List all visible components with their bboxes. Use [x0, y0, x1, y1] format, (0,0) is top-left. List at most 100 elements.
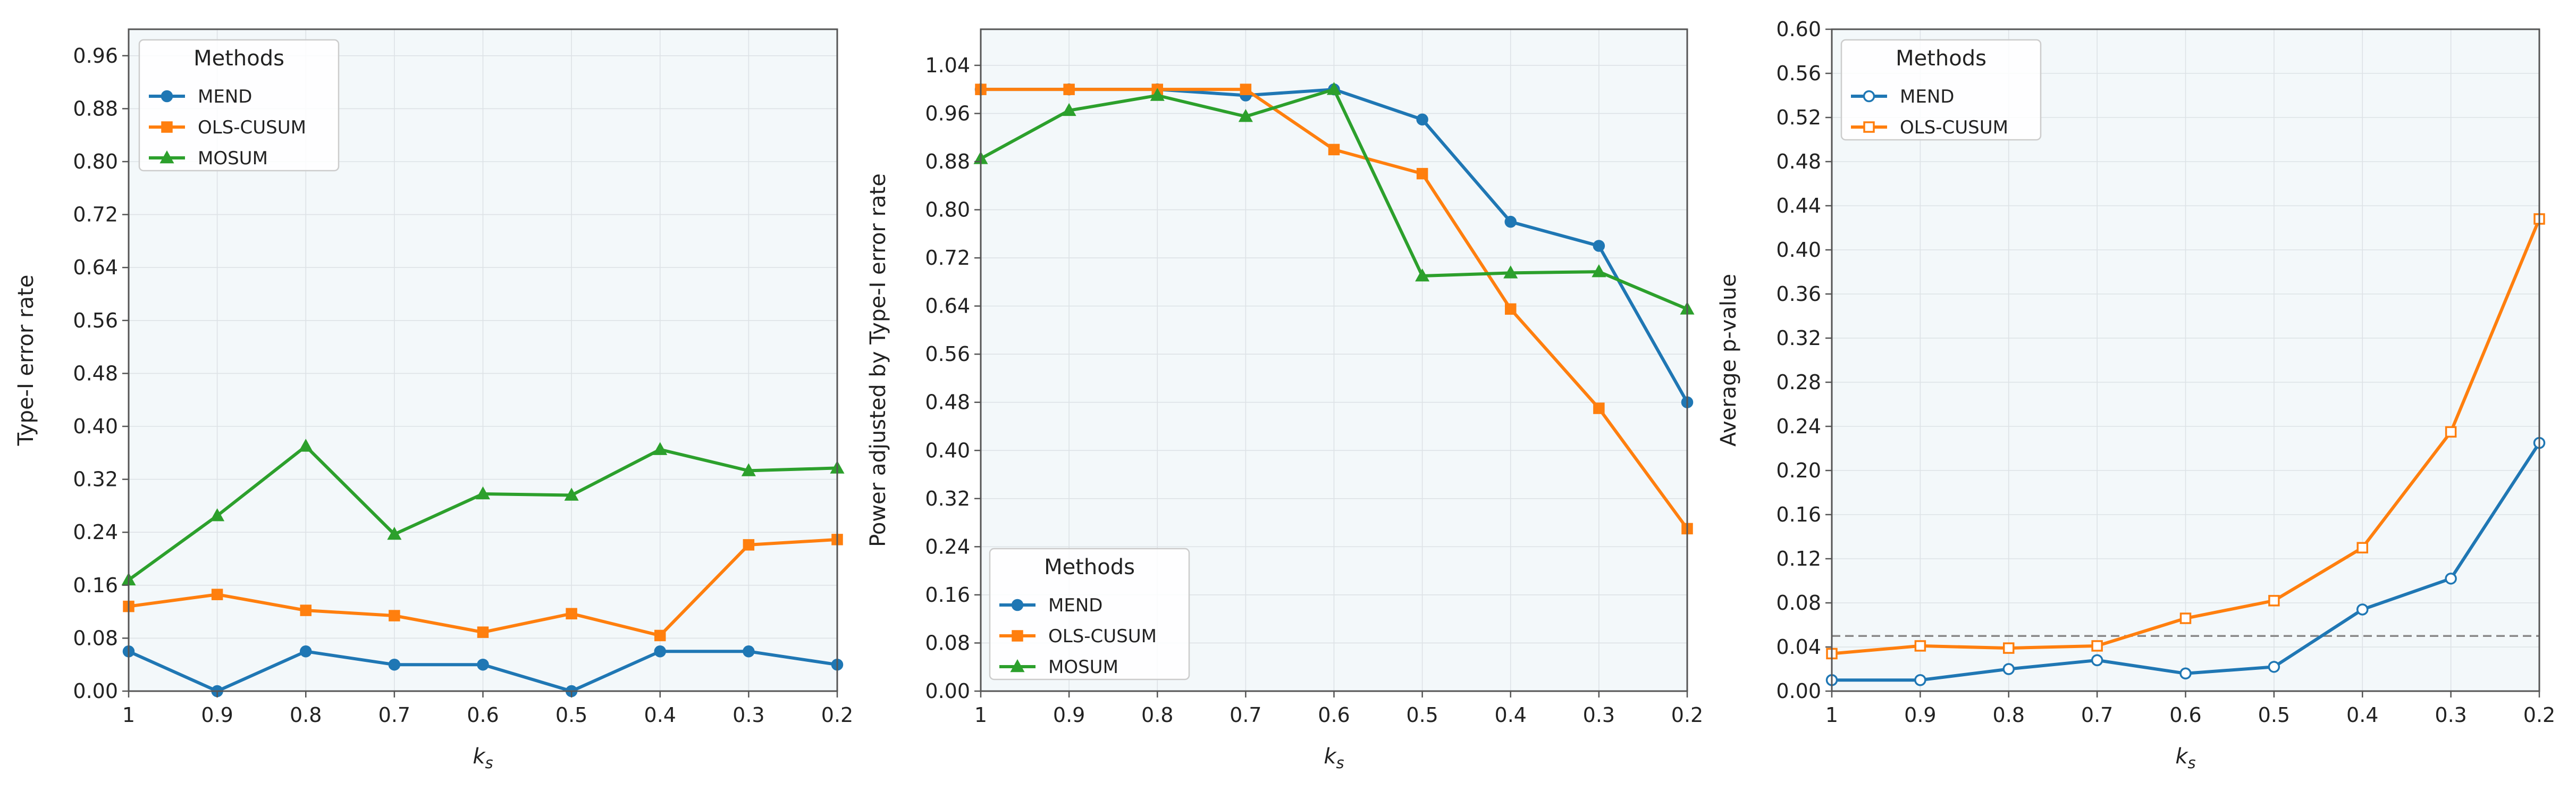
- data-point-mend: [2179, 667, 2192, 680]
- y-tick-label: 0.56: [925, 342, 970, 366]
- y-tick-label: 0.20: [1776, 459, 1821, 482]
- data-point-mosum: [653, 442, 668, 455]
- data-point-mosum: [1150, 88, 1165, 101]
- data-point-mend: [2356, 603, 2369, 616]
- data-point-mend: [388, 658, 401, 671]
- data-point-mend: [2002, 663, 2015, 675]
- legend-label-ols-cusum: OLS-CUSUM: [1048, 626, 1157, 647]
- data-point-ols-cusum: [1063, 83, 1075, 95]
- chart-panel-1: 0.00 0.08 0.16 0.24 0.32 0.40 0.48 0.56 0.64 0.72…: [14, 28, 853, 772]
- y-axis-label: Type-I error rate: [14, 275, 38, 447]
- data-point-mosum: [1503, 265, 1518, 279]
- x-tick-label: 0.4: [2346, 703, 2378, 727]
- y-tick-label: 0.80: [925, 198, 970, 222]
- legend-marker-mosum: [159, 150, 174, 164]
- y-tick-label: 0.96: [925, 102, 970, 125]
- x-tick-label: 0.6: [1318, 703, 1350, 727]
- x-tick-label: 0.8: [290, 703, 322, 727]
- data-point-mend: [1593, 240, 1605, 252]
- legend-marker-ols-cusum: [161, 121, 173, 133]
- y-tick-label: 0.48: [1776, 150, 1821, 173]
- x-tick-label: 0.4: [1495, 703, 1527, 727]
- y-tick-label: 0.16: [73, 574, 118, 597]
- legend: Methods MEND OLS-CUSUM MOSUM: [138, 39, 340, 172]
- x-tick-label: 0.7: [2081, 703, 2113, 727]
- y-tick-label: 0.40: [1776, 238, 1821, 262]
- x-axis-label: ks: [2175, 744, 2195, 772]
- legend-label-mend: MEND: [1900, 86, 1954, 107]
- x-tick-label: 0.8: [1993, 703, 2025, 727]
- data-point-ols-cusum: [566, 608, 577, 620]
- y-tick-label: 0.36: [1776, 282, 1821, 306]
- data-point-mend: [1504, 215, 1517, 228]
- data-point-ols-cusum: [2091, 640, 2103, 652]
- y-tick-label: 0.08: [73, 626, 118, 650]
- legend-title: Methods: [193, 46, 284, 71]
- legend-box: [1840, 39, 2042, 141]
- x-tick-label: 1: [974, 703, 987, 727]
- data-point-ols-cusum: [1593, 402, 1605, 414]
- data-point-mend: [654, 645, 666, 658]
- y-tick-label: 0.96: [73, 44, 118, 68]
- data-point-ols-cusum: [1328, 144, 1340, 156]
- data-point-ols-cusum: [389, 610, 400, 621]
- data-point-ols-cusum: [1416, 167, 1428, 180]
- legend-title: Methods: [1044, 555, 1135, 579]
- data-point-mend: [300, 645, 312, 658]
- y-tick-label: 0.40: [925, 439, 970, 462]
- x-tick-label: 0.2: [2523, 703, 2555, 727]
- y-axis-label: Power adjusted by Type-I error rate: [866, 173, 890, 547]
- legend-label-mend: MEND: [1048, 595, 1102, 616]
- data-point-mosum: [475, 486, 491, 500]
- x-tick-label: 0.5: [2258, 703, 2290, 727]
- data-point-mosum: [741, 463, 756, 476]
- y-tick-label: 0.16: [925, 583, 970, 607]
- data-point-mend: [477, 658, 489, 671]
- y-tick-label: 0.44: [1776, 194, 1821, 217]
- y-tick-label: 0.32: [925, 487, 970, 510]
- y-tick-label: 0.88: [73, 97, 118, 120]
- y-tick-label: 0.80: [73, 150, 118, 173]
- data-point-ols-cusum: [2445, 426, 2457, 438]
- y-tick-label: 0.32: [73, 468, 118, 491]
- data-point-ols-cusum: [2179, 612, 2192, 624]
- y-tick-label: 0.48: [925, 391, 970, 414]
- x-tick-label: 0.8: [1141, 703, 1173, 727]
- x-tick-label: 0.7: [378, 703, 410, 727]
- data-point-mosum: [298, 439, 313, 452]
- x-axis-label: ks: [473, 744, 493, 772]
- data-point-mend: [2445, 573, 2457, 585]
- legend-label-mosum: MOSUM: [1048, 657, 1118, 678]
- y-tick-label: 0.24: [1776, 415, 1821, 438]
- y-tick-label: 1.04: [925, 54, 970, 77]
- x-tick-label: 0.9: [1904, 703, 1936, 727]
- chart-panel-2: 0.00 0.08 0.16 0.24 0.32 0.40 0.48 0.56 0.64 0.72…: [866, 28, 1703, 772]
- y-tick-label: 0.72: [73, 203, 118, 226]
- y-tick-label: 0.00: [925, 679, 970, 703]
- data-point-mosum: [1326, 82, 1342, 95]
- legend-marker-mend: [1011, 599, 1024, 611]
- legend-label-ols-cusum: OLS-CUSUM: [198, 117, 306, 138]
- data-point-mosum: [387, 526, 402, 540]
- data-point-mend: [2268, 661, 2280, 673]
- y-tick-label: 0.56: [73, 309, 118, 332]
- legend-box: [989, 548, 1190, 680]
- data-point-ols-cusum: [1505, 303, 1517, 315]
- x-tick-label: 0.2: [1671, 703, 1703, 727]
- legend-label-ols-cusum: OLS-CUSUM: [1900, 117, 2008, 138]
- legend-marker-ols-cusum: [1012, 630, 1023, 642]
- y-tick-label: 0.52: [1776, 106, 1821, 129]
- x-tick-label: 1: [122, 703, 135, 727]
- data-point-mend: [2091, 654, 2103, 667]
- data-point-mosum: [1592, 264, 1606, 278]
- data-point-ols-cusum: [300, 604, 312, 616]
- legend-title: Methods: [1896, 46, 1986, 71]
- y-tick-label: 0.24: [73, 520, 118, 544]
- x-tick-label: 0.3: [2435, 703, 2466, 727]
- y-tick-label: 0.72: [925, 246, 970, 270]
- data-point-mend: [1914, 674, 1926, 686]
- data-point-ols-cusum: [2003, 642, 2015, 654]
- chart-panel-3: 0.00 0.04 0.08 0.12 0.16 0.20 0.24 0.28 0.32 0.36…: [1716, 18, 2555, 772]
- y-tick-label: 0.00: [73, 679, 118, 703]
